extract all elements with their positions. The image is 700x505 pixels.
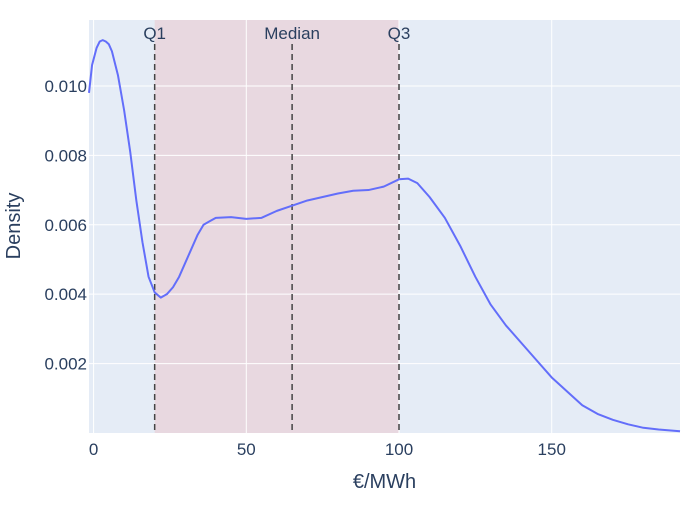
y-tick-label: 0.006 xyxy=(44,216,87,235)
iqr-band xyxy=(154,20,400,433)
x-tick-label: 150 xyxy=(538,440,566,459)
y-axis-title: Density xyxy=(3,193,25,260)
x-tick-label: 100 xyxy=(385,440,413,459)
reference-label-q1: Q1 xyxy=(143,24,166,43)
x-tick-label: 0 xyxy=(89,440,98,459)
y-tick-label: 0.010 xyxy=(44,77,87,96)
density-curve-line xyxy=(88,39,681,433)
y-tick-label: 0.004 xyxy=(44,285,87,304)
y-tick-label: 0.008 xyxy=(44,146,87,165)
x-tick-label: 50 xyxy=(237,440,256,459)
y-tick-label: 0.002 xyxy=(44,355,87,374)
reference-label-median: Median xyxy=(264,24,320,43)
reference-label-q3: Q3 xyxy=(388,24,411,43)
x-axis-title: €/MWh xyxy=(353,471,416,493)
